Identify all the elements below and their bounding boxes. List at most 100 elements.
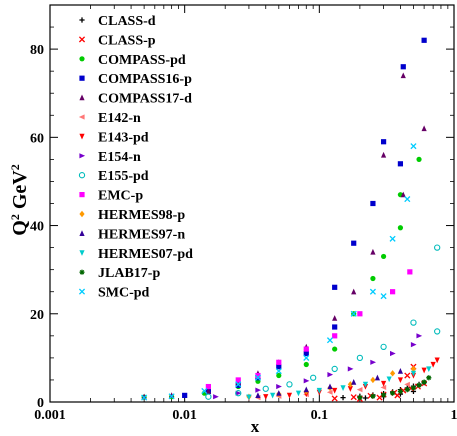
data-point [374,374,381,381]
legend-item: HERMES98-p [79,208,185,223]
series-e143-pd [246,357,440,401]
data-point [205,393,212,400]
data-point [295,390,302,397]
data-point [416,333,423,339]
legend-marker [78,36,86,43]
data-point [262,385,269,392]
data-point [410,385,417,391]
y-axis-label: Q2 GeV2 [8,164,31,235]
data-point [400,72,406,79]
legend-marker [78,172,86,179]
data-point [331,395,338,402]
data-point [370,248,376,255]
data-point [410,143,417,150]
data-point [141,394,148,401]
data-point [356,387,363,393]
legend-marker [79,192,85,198]
legend-label: EMC-p [98,189,143,204]
data-point [276,383,282,390]
data-point [350,394,357,401]
legend-marker [79,210,85,218]
data-point [380,380,387,387]
series-e142-n [254,381,410,401]
data-point [394,392,401,399]
data-point [380,139,387,145]
data-point [141,393,147,400]
data-point [369,288,376,295]
data-point [421,367,427,374]
series-jlab17-p [357,375,432,401]
data-point [390,370,396,377]
data-point [246,394,252,401]
x-tick-label: 1 [451,408,457,423]
legend-item: CLASS-d [79,14,156,29]
data-point [380,253,387,260]
data-point [370,275,376,282]
data-point [332,324,338,330]
data-point [169,392,175,398]
data-point [303,350,309,357]
axis-ticks: 0.001 0.01 0.1 1 0 20 40 60 80 [30,5,457,423]
data-point [386,376,392,383]
data-point [357,311,363,317]
data-point [362,395,369,401]
y-tick-label: 60 [30,131,44,146]
data-point [332,387,338,394]
data-point [421,37,427,43]
legend-label: COMPASS17-d [98,92,192,107]
data-point [370,393,376,399]
data-point [351,379,357,385]
legend-item: E155-pd [78,169,149,184]
data-point [434,357,440,364]
y-tick-label: 80 [30,43,44,58]
data-point [347,381,353,388]
legend-marker [79,17,85,23]
data-point [182,392,188,398]
data-point [255,372,261,379]
legend-item: COMPASS-pd [79,53,186,68]
data-point [310,374,317,381]
data-point [235,390,242,396]
data-point [275,368,282,375]
data-point [286,392,293,399]
series-hermes07-pd [246,366,432,401]
data-point [410,342,417,348]
data-point [303,361,309,368]
legend-marker [79,56,85,62]
data-point [416,382,422,388]
data-point [351,240,357,246]
data-point [326,389,333,395]
data-point [380,343,387,351]
data-point [205,383,211,390]
legend-label: HERMES07-pd [98,247,193,262]
legend-marker [79,133,85,140]
series-e154-n [213,333,423,400]
data-point [316,387,322,394]
x-axis-label: x [251,417,260,436]
data-point [404,387,410,393]
data-point [350,310,357,317]
data-point [276,390,282,396]
data-point [347,386,353,392]
data-point [430,361,436,368]
legend-label: HERMES98-p [98,208,185,223]
legend-item: CLASS-p [78,33,156,48]
data-point [347,366,354,372]
data-point [390,289,396,295]
data-point [213,394,219,400]
data-point [235,390,242,397]
data-point [332,315,338,321]
data-point [380,392,387,398]
data-point [370,200,376,207]
legend-marker [79,269,85,275]
data-point [356,354,364,362]
data-point [276,359,282,365]
legend-label: SMC-pd [98,286,150,301]
data-point [263,394,269,400]
legend-label: E143-pd [98,130,149,145]
legend-marker [79,250,85,256]
data-point [331,365,338,373]
legend-label: CLASS-p [98,33,156,48]
data-point [397,368,404,374]
data-marks [141,37,441,402]
